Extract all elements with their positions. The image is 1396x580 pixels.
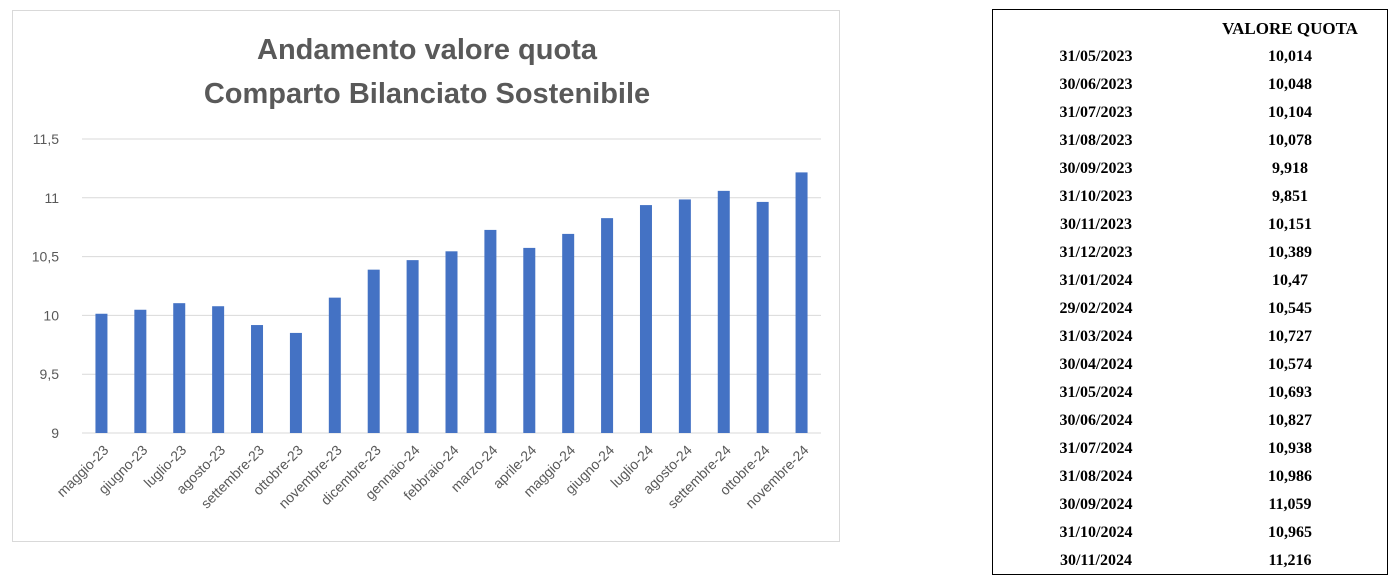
table-date-cell: 31/10/2023 xyxy=(1059,188,1133,205)
y-tick-label: 10,5 xyxy=(32,249,59,265)
table-date-cell: 31/05/2023 xyxy=(1059,48,1133,65)
table-row: 30/04/2024 10,574 xyxy=(993,356,1387,384)
table-value-cell: 10,014 xyxy=(1268,48,1312,65)
table-value-cell: 10,827 xyxy=(1268,412,1312,429)
bar-agosto-24 xyxy=(678,199,691,433)
table-value-cell: 10,574 xyxy=(1268,356,1312,373)
table-date-cell: 30/09/2023 xyxy=(1059,160,1133,177)
x-axis-ticks: maggio-23giugno-23luglio-23agosto-23sett… xyxy=(53,442,811,512)
table-value-cell: 10,986 xyxy=(1268,468,1312,485)
table-row: 30/09/2024 11,059 xyxy=(993,496,1387,524)
bar-luglio-23 xyxy=(173,303,186,433)
table-date-cell: 29/02/2024 xyxy=(1059,300,1133,317)
y-axis-ticks: 9 9,5 10 10,5 11 11,5 xyxy=(32,131,59,441)
table-date-cell: 31/10/2024 xyxy=(1059,524,1133,541)
table-row: 31/05/2024 10,693 xyxy=(993,384,1387,412)
table-header: VALORE QUOTA xyxy=(1222,19,1358,38)
bar-giugno-24 xyxy=(601,218,614,433)
bar-dicembre-23 xyxy=(367,269,380,433)
bar-novembre-23 xyxy=(328,297,341,433)
bar-novembre-24 xyxy=(795,172,808,433)
table-value-cell: 10,727 xyxy=(1268,328,1312,345)
table-value-cell: 10,693 xyxy=(1268,384,1312,401)
bar-maggio-23 xyxy=(95,313,108,433)
table-value-cell: 10,938 xyxy=(1268,440,1312,457)
y-tick-label: 11 xyxy=(44,190,59,206)
bar-ottobre-23 xyxy=(289,332,302,433)
bar-giugno-23 xyxy=(134,309,147,433)
table-value-cell: 10,389 xyxy=(1268,244,1312,261)
chart-title-line-2: Comparto Bilanciato Sostenibile xyxy=(204,78,650,110)
table-row: 31/07/2023 10,104 xyxy=(993,104,1387,132)
bar-aprile-24 xyxy=(523,247,536,433)
table-value-cell: 10,965 xyxy=(1268,524,1312,541)
table-date-cell: 30/06/2023 xyxy=(1059,76,1133,93)
table-value-cell: 10,048 xyxy=(1268,76,1312,93)
bar-ottobre-24 xyxy=(756,201,769,433)
y-tick-label: 9,5 xyxy=(40,366,60,382)
table-date-cell: 30/11/2023 xyxy=(1059,216,1132,233)
table-date-cell: 31/08/2023 xyxy=(1059,132,1133,149)
table-row: 29/02/2024 10,545 xyxy=(993,300,1387,328)
table-date-cell: 31/07/2023 xyxy=(1059,104,1133,121)
y-tick-label: 9 xyxy=(51,425,59,441)
bar-febbraio-24 xyxy=(445,251,458,433)
bar-settembre-24 xyxy=(717,190,730,433)
table-row: 31/08/2024 10,986 xyxy=(993,468,1387,496)
table-value-cell: 10,545 xyxy=(1268,300,1312,317)
table-row: 31/01/2024 10,47 xyxy=(993,272,1387,300)
bar-marzo-24 xyxy=(484,229,497,433)
table-row: 31/08/2023 10,078 xyxy=(993,132,1387,160)
table-row: 31/03/2024 10,727 xyxy=(993,328,1387,356)
table-value-cell: 9,918 xyxy=(1272,160,1308,177)
table-value-cell: 10,151 xyxy=(1268,216,1312,233)
table-value-cell: 10,078 xyxy=(1268,132,1312,149)
table-value-cell: 11,216 xyxy=(1268,552,1312,569)
table-row: 30/11/2024 11,216 xyxy=(993,552,1387,580)
bar-chart: Andamento valore quota Comparto Bilancia… xyxy=(32,34,821,512)
table-row: 30/09/2023 9,918 xyxy=(993,160,1387,188)
table-date-cell: 31/12/2023 xyxy=(1059,244,1133,261)
bar-gennaio-24 xyxy=(406,260,419,433)
bar-maggio-24 xyxy=(562,233,575,433)
table-row: 30/06/2023 10,048 xyxy=(993,76,1387,104)
bar-luglio-24 xyxy=(639,205,652,433)
table-date-cell: 30/04/2024 xyxy=(1059,356,1133,373)
chart-area: Andamento valore quota Comparto Bilancia… xyxy=(12,10,840,542)
table-date-cell: 31/01/2024 xyxy=(1059,272,1133,289)
table-value-cell: 10,104 xyxy=(1268,104,1312,121)
table-value-cell: 10,47 xyxy=(1272,272,1308,289)
table-value-cell: 11,059 xyxy=(1268,496,1312,513)
table-row: 31/05/2023 10,014 xyxy=(993,48,1387,76)
table-date-cell: 31/05/2024 xyxy=(1059,384,1133,401)
table-row: 30/06/2024 10,827 xyxy=(993,412,1387,440)
table-row: 30/11/2023 10,151 xyxy=(993,216,1387,244)
y-tick-label: 10 xyxy=(43,307,59,323)
table-row: 31/12/2023 10,389 xyxy=(993,244,1387,272)
table-date-cell: 31/08/2024 xyxy=(1059,468,1133,485)
table-value-cell: 9,851 xyxy=(1272,188,1308,205)
bar-settembre-23 xyxy=(251,325,264,433)
bars xyxy=(95,172,808,433)
table-row: 31/10/2023 9,851 xyxy=(993,188,1387,216)
value-table: VALORE QUOTA 31/05/2023 10,014 30/06/2023 1… xyxy=(992,9,1388,575)
y-tick-label: 11,5 xyxy=(33,131,59,147)
table-row: 31/07/2024 10,938 xyxy=(993,440,1387,468)
bar-agosto-23 xyxy=(212,306,225,433)
table-date-cell: 30/06/2024 xyxy=(1059,412,1133,429)
table-date-cell: 30/11/2024 xyxy=(1059,552,1132,569)
table-date-cell: 30/09/2024 xyxy=(1059,496,1133,513)
chart-title-line-1: Andamento valore quota xyxy=(257,34,598,66)
table-row: 31/10/2024 10,965 xyxy=(993,524,1387,552)
table-date-cell: 31/07/2024 xyxy=(1059,440,1133,457)
table-date-cell: 31/03/2024 xyxy=(1059,328,1133,345)
